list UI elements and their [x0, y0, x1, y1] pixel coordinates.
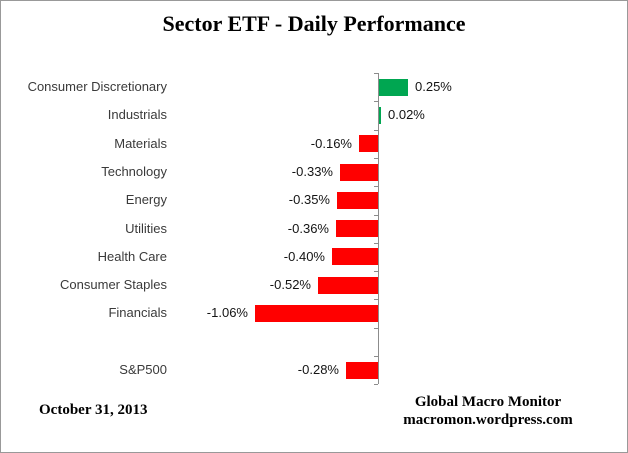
- axis-tick: [374, 271, 378, 272]
- value-label-consumer-discretionary: 0.25%: [415, 79, 452, 94]
- value-label-technology: -0.33%: [291, 164, 333, 179]
- category-label-materials: Materials: [114, 136, 167, 151]
- bar-consumer-staples: [318, 277, 378, 294]
- value-label-consumer-staples: -0.52%: [269, 277, 311, 292]
- category-label-utilities: Utilities: [125, 221, 167, 236]
- bar-s-p500: [346, 362, 378, 379]
- axis-tick: [374, 215, 378, 216]
- category-label-s-p500: S&P500: [119, 362, 167, 377]
- axis-tick: [374, 186, 378, 187]
- bar-utilities: [336, 220, 378, 237]
- value-label-s-p500: -0.28%: [297, 362, 339, 377]
- footer-date: October 31, 2013: [39, 402, 148, 418]
- value-label-industrials: 0.02%: [388, 107, 425, 122]
- bar-technology: [340, 164, 378, 181]
- value-label-materials: -0.16%: [310, 136, 352, 151]
- category-label-consumer-staples: Consumer Staples: [60, 277, 167, 292]
- bar-health-care: [332, 248, 378, 265]
- footer-source-line2: macromon.wordpress.com: [403, 412, 573, 428]
- category-label-energy: Energy: [125, 192, 167, 207]
- axis-tick: [374, 130, 378, 131]
- value-label-energy: -0.35%: [288, 192, 330, 207]
- axis-tick: [374, 384, 378, 385]
- value-label-health-care: -0.40%: [283, 249, 325, 264]
- footer-source-line1: Global Macro Monitor: [414, 394, 562, 410]
- axis-tick: [374, 158, 378, 159]
- chart-title: Sector ETF - Daily Performance: [162, 11, 466, 36]
- category-label-industrials: Industrials: [107, 107, 167, 122]
- bar-materials: [359, 135, 378, 152]
- bar-industrials: [379, 107, 381, 124]
- footer-source: Global Macro Monitor macromon.wordpress.…: [373, 393, 603, 429]
- axis-tick: [374, 73, 378, 74]
- category-label-health-care: Health Care: [97, 249, 167, 264]
- axis-tick: [374, 101, 378, 102]
- value-label-utilities: -0.36%: [287, 221, 329, 236]
- axis-tick: [374, 328, 378, 329]
- axis-tick: [374, 299, 378, 300]
- category-label-financials: Financials: [108, 305, 167, 320]
- value-label-financials: -1.06%: [206, 305, 248, 320]
- value-axis: [378, 73, 379, 384]
- bar-financials: [255, 305, 378, 322]
- category-label-technology: Technology: [101, 164, 167, 179]
- axis-tick: [374, 243, 378, 244]
- axis-tick: [374, 356, 378, 357]
- category-label-consumer-discretionary: Consumer Discretionary: [27, 79, 167, 94]
- bar-energy: [337, 192, 378, 209]
- bar-consumer-discretionary: [379, 79, 408, 96]
